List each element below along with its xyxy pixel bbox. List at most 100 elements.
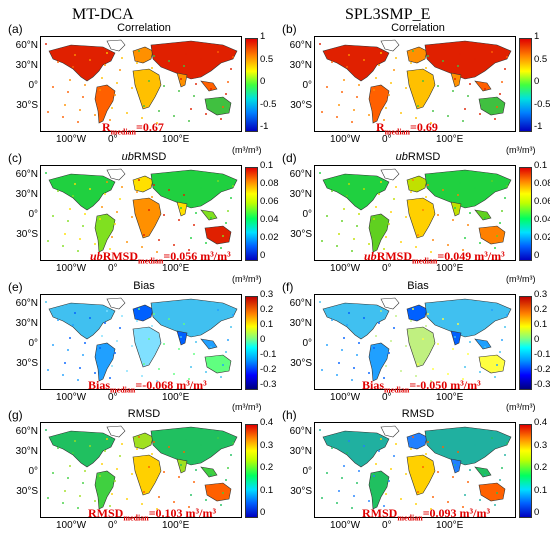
lat-tick-label: 30°N [289,60,312,71]
pixel-speckle [373,89,375,91]
continent-africa [132,68,162,110]
pixel-speckle [363,59,365,61]
lat-tick-label: 30°S [290,486,312,497]
pixel-speckle [459,53,461,55]
pixel-speckle [412,50,414,52]
pixel-speckle [215,449,217,451]
pixel-speckle [353,367,355,369]
pixel-speckle [47,497,49,499]
pixel-speckle [452,90,454,92]
stat-subscript: median [384,127,411,137]
pixel-speckle [217,309,219,311]
pixel-speckle [215,63,217,65]
stat-prefix-italic: ub [364,249,377,263]
colorbar-tick-label: -1 [260,121,269,132]
pixel-speckle [479,371,481,373]
pixel-speckle [479,113,481,115]
pixel-speckle [183,194,185,196]
pixel-speckle [99,475,101,477]
pixel-speckle [153,184,155,186]
pixel-speckle [420,478,422,480]
continent-australia [478,354,506,374]
colorbar [519,424,532,518]
pixel-speckle [153,441,155,443]
pixel-speckle [148,338,150,340]
pixel-speckle [109,119,111,121]
lat-tick-label: 30°N [289,189,312,200]
pixel-speckle [499,222,501,224]
pixel-speckle [168,446,170,448]
lat-tick-label: 0° [302,80,312,91]
pixel-speckle [469,469,471,471]
colorbar-tick-label: 0.06 [260,196,279,207]
colorbar-tick-label: 0.3 [260,289,274,300]
pixel-speckle [141,246,143,248]
colorbar-tick-label: -0.2 [260,364,277,375]
pixel-speckle [227,81,229,83]
pixel-speckle [111,236,113,238]
continent-europe [406,304,428,322]
world-map [45,297,238,382]
colorbar-tick-label: 1 [534,31,540,42]
pixel-speckle [82,482,84,484]
pixel-speckle [385,107,387,109]
pixel-speckle [319,429,321,431]
pixel-speckle [388,480,390,482]
pixel-speckle [415,503,417,505]
pixel-speckle [94,500,96,502]
pixel-speckle [136,191,138,193]
pixel-speckle [148,80,150,82]
panel-label: (g) [8,408,23,422]
pixel-speckle [173,373,175,375]
pixel-speckle [200,58,202,60]
stat-value: =0.049 m³/m³ [437,249,505,263]
continent-africa [132,454,162,496]
colorbar-tick-label: 0.2 [534,462,548,473]
continent-europe [132,304,154,322]
pixel-speckle [168,189,170,191]
pixel-speckle [390,468,392,470]
stat-prefix-italic: ub [90,249,103,263]
pixel-speckle [341,91,343,93]
pixel-speckle [193,481,195,483]
lon-tick-label: 100°W [56,392,87,403]
lat-tick-label: 30°N [15,189,38,200]
pixel-speckle [121,186,123,188]
pixel-speckle [388,352,390,354]
lon-tick-label: 100°E [162,520,190,531]
pixel-speckle [417,234,419,236]
pixel-speckle [52,472,54,474]
panel-title: Correlation [318,22,518,34]
pixel-speckle [395,315,397,317]
pixel-speckle [491,51,493,53]
colorbar-tick-label: -0.3 [260,379,277,390]
pixel-speckle [506,56,508,58]
pixel-speckle [217,51,219,53]
colorbar-tick-label: -0.1 [260,349,277,360]
colorbar-tick-label: 0.1 [534,319,548,330]
pixel-speckle [215,192,217,194]
panel-title-text: RMSD [127,408,161,420]
pixel-speckle [326,344,328,346]
colorbar-tick-label: 0 [260,76,266,87]
colorbar [245,424,258,518]
continent-europe [406,432,428,450]
pixel-speckle [143,491,145,493]
pixel-speckle [146,478,148,480]
pixel-speckle [427,55,429,57]
pixel-speckle [163,85,165,87]
panel-label: (c) [8,151,22,165]
pixel-speckle [494,376,496,378]
continent-greenland [380,39,400,52]
lon-tick-label: 100°W [330,263,361,274]
colorbar-tick-label: 0.4 [260,417,274,428]
pixel-speckle [106,52,108,54]
pixel-speckle [412,308,414,310]
pixel-speckle [462,506,464,508]
pixel-speckle [501,339,503,341]
continent-africa [406,454,436,496]
pixel-speckle [195,469,197,471]
pixel-speckle [225,222,227,224]
panel-label: (d) [282,151,297,165]
pixel-speckle [390,82,392,84]
